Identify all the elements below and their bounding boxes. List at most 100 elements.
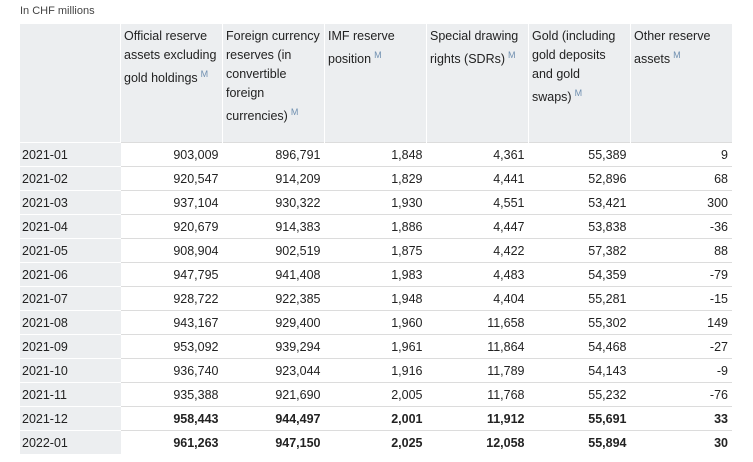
- table-row: 2021-01 903,009 896,791 1,848 4,361 55,389 9: [20, 142, 732, 167]
- period-cell: 2021-09: [20, 334, 121, 359]
- period-cell: 2021-12: [20, 406, 121, 431]
- table-row: 2021-06 947,795 941,408 1,983 4,483 54,359 -79: [20, 262, 732, 287]
- value-cell: -36: [630, 214, 732, 239]
- value-cell: 953,092: [120, 334, 223, 359]
- value-cell: 947,795: [120, 262, 223, 287]
- metadata-marker: M: [200, 69, 209, 79]
- value-cell: 57,382: [528, 238, 631, 263]
- value-cell: 902,519: [222, 238, 325, 263]
- value-cell: 937,104: [120, 190, 223, 215]
- value-cell: 4,422: [426, 238, 529, 263]
- value-cell: 4,441: [426, 166, 529, 191]
- reserves-table: Official reserve assets excluding gold h…: [20, 24, 732, 454]
- value-cell: 149: [630, 310, 732, 335]
- table-row: 2021-11 935,388 921,690 2,005 11,768 55,232 -7…: [20, 382, 732, 407]
- value-cell: 4,447: [426, 214, 529, 239]
- value-cell: 11,768: [426, 382, 529, 407]
- value-cell: 4,361: [426, 142, 529, 167]
- column-header: Other reserve assets M: [630, 24, 732, 143]
- value-cell: 920,547: [120, 166, 223, 191]
- period-cell: 2021-04: [20, 214, 121, 239]
- value-cell: 1,829: [324, 166, 427, 191]
- column-header: Special drawing rights (SDRs) M: [426, 24, 529, 143]
- column-label: Official reserve assets excluding gold h…: [124, 29, 217, 86]
- value-cell: 1,948: [324, 286, 427, 311]
- value-cell: 1,848: [324, 142, 427, 167]
- column-label: Special drawing rights (SDRs): [430, 29, 519, 67]
- value-cell: 947,150: [222, 430, 325, 454]
- metadata-marker: M: [508, 50, 516, 60]
- unit-note: In CHF millions: [20, 5, 95, 17]
- value-cell: 1,930: [324, 190, 427, 215]
- value-cell: 958,443: [120, 406, 223, 431]
- column-label: Other reserve assets: [634, 29, 711, 67]
- value-cell: 52,896: [528, 166, 631, 191]
- corner-cell: [20, 24, 121, 143]
- value-cell: 53,838: [528, 214, 631, 239]
- value-cell: 11,912: [426, 406, 529, 431]
- value-cell: 961,263: [120, 430, 223, 454]
- value-cell: 11,789: [426, 358, 529, 383]
- table-row: 2021-05 908,904 902,519 1,875 4,422 57,382 88: [20, 238, 732, 263]
- table-row: 2021-08 943,167 929,400 1,960 11,658 55,302 14…: [20, 310, 732, 335]
- value-cell: 929,400: [222, 310, 325, 335]
- value-cell: 55,389: [528, 142, 631, 167]
- table-row: 2021-07 928,722 922,385 1,948 4,404 55,281 -15: [20, 286, 732, 311]
- value-cell: 914,209: [222, 166, 325, 191]
- value-cell: 1,875: [324, 238, 427, 263]
- period-cell: 2021-05: [20, 238, 121, 263]
- column-header: IMF reserve position M: [324, 24, 427, 143]
- value-cell: 936,740: [120, 358, 223, 383]
- value-cell: 4,404: [426, 286, 529, 311]
- value-cell: 1,961: [324, 334, 427, 359]
- value-cell: 9: [630, 142, 732, 167]
- period-cell: 2021-07: [20, 286, 121, 311]
- value-cell: 1,886: [324, 214, 427, 239]
- value-cell: 11,658: [426, 310, 529, 335]
- value-cell: 930,322: [222, 190, 325, 215]
- value-cell: 4,483: [426, 262, 529, 287]
- value-cell: -27: [630, 334, 732, 359]
- value-cell: 4,551: [426, 190, 529, 215]
- value-cell: 88: [630, 238, 732, 263]
- value-cell: 54,468: [528, 334, 631, 359]
- header-row: Official reserve assets excluding gold h…: [20, 24, 732, 143]
- table-row: 2021-10 936,740 923,044 1,916 11,789 54,143 -9: [20, 358, 732, 383]
- value-cell: 55,894: [528, 430, 631, 454]
- value-cell: 55,302: [528, 310, 631, 335]
- value-cell: 921,690: [222, 382, 325, 407]
- value-cell: 30: [630, 430, 732, 454]
- value-cell: 920,679: [120, 214, 223, 239]
- value-cell: 941,408: [222, 262, 325, 287]
- table-row: 2022-01 961,263 947,150 2,025 12,058 55,894 30: [20, 430, 732, 454]
- value-cell: 53,421: [528, 190, 631, 215]
- value-cell: 944,497: [222, 406, 325, 431]
- value-cell: 55,281: [528, 286, 631, 311]
- column-label: IMF reserve position: [328, 29, 395, 67]
- period-cell: 2021-11: [20, 382, 121, 407]
- value-cell: 300: [630, 190, 732, 215]
- table-row: 2021-04 920,679 914,383 1,886 4,447 53,838 -36: [20, 214, 732, 239]
- value-cell: -76: [630, 382, 732, 407]
- period-cell: 2021-06: [20, 262, 121, 287]
- value-cell: 55,691: [528, 406, 631, 431]
- value-cell: 2,001: [324, 406, 427, 431]
- value-cell: 939,294: [222, 334, 325, 359]
- metadata-marker: M: [673, 50, 681, 60]
- value-cell: 55,232: [528, 382, 631, 407]
- value-cell: 2,025: [324, 430, 427, 454]
- value-cell: 903,009: [120, 142, 223, 167]
- value-cell: 1,983: [324, 262, 427, 287]
- column-label: Gold (including gold deposits and gold s…: [532, 29, 616, 105]
- period-cell: 2021-01: [20, 142, 121, 167]
- value-cell: 943,167: [120, 310, 223, 335]
- table-row: 2021-12 958,443 944,497 2,001 11,912 55,691 33: [20, 406, 732, 431]
- value-cell: 54,359: [528, 262, 631, 287]
- value-cell: 935,388: [120, 382, 223, 407]
- value-cell: 12,058: [426, 430, 529, 454]
- value-cell: 11,864: [426, 334, 529, 359]
- value-cell: 914,383: [222, 214, 325, 239]
- period-cell: 2022-01: [20, 430, 121, 454]
- value-cell: 1,960: [324, 310, 427, 335]
